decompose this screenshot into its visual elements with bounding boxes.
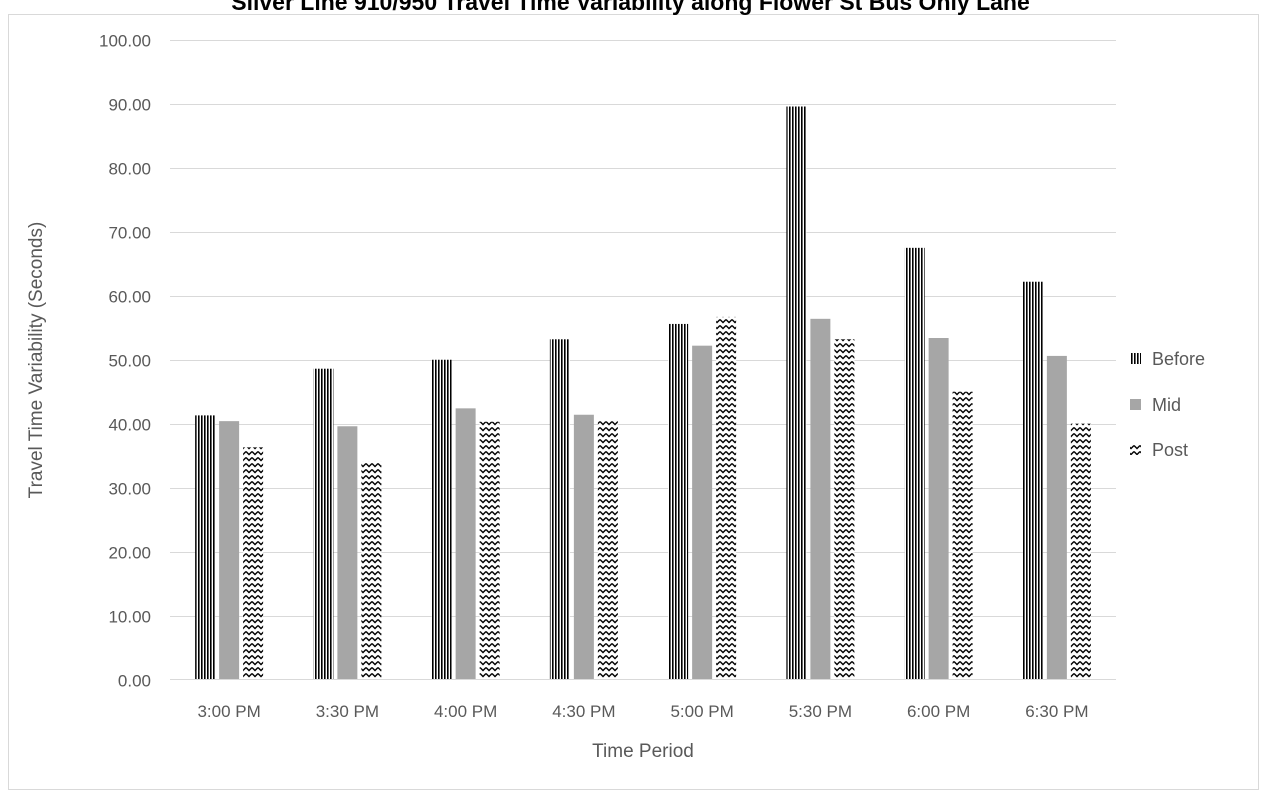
bar-mid	[455, 408, 476, 680]
y-tick-label: 0.00	[118, 672, 151, 691]
bar-before	[1022, 281, 1043, 680]
x-tick-label: 6:00 PM	[907, 702, 970, 721]
x-axis-title: Time Period	[592, 741, 694, 762]
x-axis-ticks: 3:00 PM 3:30 PM 4:00 PM 4:30 PM 5:00 PM 5:30 …	[197, 702, 1088, 721]
x-tick-label: 3:30 PM	[316, 702, 379, 721]
bar-before	[313, 368, 334, 680]
bar-post	[597, 421, 618, 680]
y-tick-label: 40.00	[108, 416, 151, 435]
bar-post	[716, 316, 737, 680]
gridlines	[170, 40, 1116, 617]
bar-post	[479, 421, 500, 680]
y-axis-title: Travel Time Variability (Seconds)	[26, 222, 47, 499]
bar-mid	[337, 426, 358, 680]
legend-label-mid: Mid	[1152, 395, 1181, 415]
bar-before	[195, 415, 216, 680]
chart-frame	[8, 14, 1259, 790]
bar-mid	[810, 318, 831, 680]
legend-label-post: Post	[1152, 440, 1188, 460]
y-tick-label: 90.00	[108, 96, 151, 115]
y-tick-label: 30.00	[108, 480, 151, 499]
bar-before	[431, 359, 452, 680]
bar-before	[786, 106, 807, 680]
bar-mid	[573, 414, 594, 680]
bar-before	[668, 323, 689, 680]
bar-mid	[219, 421, 240, 680]
y-tick-label: 60.00	[108, 288, 151, 307]
legend-swatch-post	[1130, 444, 1141, 455]
y-axis-ticks: 0.00 10.00 20.00 30.00 40.00 50.00 60.00 70.00 8…	[99, 32, 151, 691]
bar-post	[243, 447, 264, 680]
x-tick-label: 4:00 PM	[434, 702, 497, 721]
x-tick-label: 3:00 PM	[197, 702, 260, 721]
legend-swatch-before	[1130, 353, 1141, 364]
x-tick-label: 6:30 PM	[1025, 702, 1088, 721]
legend-label-before: Before	[1152, 349, 1205, 369]
bar-mid	[1046, 355, 1067, 680]
bar-mid	[692, 345, 713, 680]
y-tick-label: 100.00	[99, 32, 151, 51]
y-tick-label: 70.00	[108, 224, 151, 243]
x-tick-label: 4:30 PM	[552, 702, 615, 721]
x-tick-label: 5:00 PM	[670, 702, 733, 721]
bar-post	[1070, 423, 1091, 680]
bar-post	[361, 461, 382, 680]
chart-title: Silver Line 910/950 Travel Time Variabil…	[231, 0, 1030, 15]
bar-post	[952, 391, 973, 680]
bar-post	[834, 339, 855, 680]
bar-before	[549, 339, 570, 680]
y-tick-label: 10.00	[108, 608, 151, 627]
x-tick-label: 5:30 PM	[789, 702, 852, 721]
bars	[195, 106, 1091, 680]
legend: Before Mid Post	[1130, 349, 1205, 460]
legend-swatch-mid	[1130, 399, 1141, 410]
y-tick-label: 50.00	[108, 352, 151, 371]
y-tick-label: 80.00	[108, 160, 151, 179]
y-tick-label: 20.00	[108, 544, 151, 563]
bar-mid	[928, 338, 949, 680]
bar-before	[904, 247, 925, 680]
